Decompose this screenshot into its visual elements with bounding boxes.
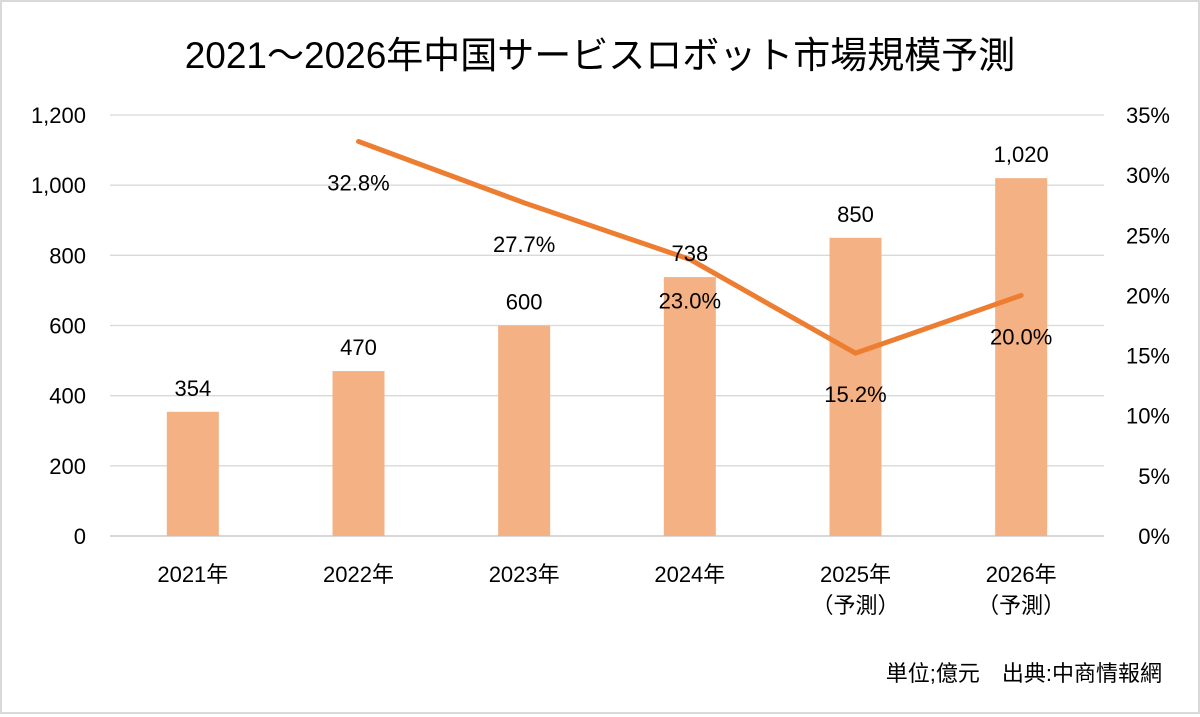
y-right-tick-label: 35% xyxy=(1126,103,1170,128)
x-tick-label: （予測） xyxy=(811,593,899,618)
chart-title: 2021～2026年中国サービスロボット市場規模予測 xyxy=(185,35,1016,76)
y-right-tick-label: 0% xyxy=(1138,524,1170,549)
line-data-label: 15.2% xyxy=(824,382,886,407)
bar-data-label: 600 xyxy=(506,290,543,315)
bar xyxy=(498,325,551,536)
growth-rate-line xyxy=(356,138,1024,356)
y-right-tick-label: 5% xyxy=(1138,464,1170,489)
bar-data-label: 470 xyxy=(340,335,377,360)
y-left-tick-label: 800 xyxy=(49,243,86,268)
x-tick-label: 2023年 xyxy=(489,562,560,587)
bar-data-label: 738 xyxy=(671,241,708,266)
x-tick-label: （予測） xyxy=(977,593,1065,618)
y-left-tick-label: 200 xyxy=(49,454,86,479)
line-data-label: 27.7% xyxy=(493,232,555,257)
bar xyxy=(663,277,716,536)
bar xyxy=(829,237,882,536)
bar xyxy=(332,371,385,536)
line-data-label: 20.0% xyxy=(990,324,1052,349)
x-tick-label: 2026年 xyxy=(986,562,1057,587)
bar-data-label: 850 xyxy=(837,202,874,227)
footnote: 単位;億元 出典:中商情報網 xyxy=(886,661,1162,686)
x-tick-label: 2021年 xyxy=(157,562,228,587)
x-tick-label: 2022年 xyxy=(323,562,394,587)
bar-data-label: 1,020 xyxy=(994,142,1049,167)
y-right-tick-label: 15% xyxy=(1126,344,1170,369)
y-left-tick-label: 0 xyxy=(74,524,86,549)
y-left-tick-label: 1,200 xyxy=(31,103,86,128)
y-left-tick-label: 1,000 xyxy=(31,173,86,198)
x-tick-label: 2025年 xyxy=(820,562,891,587)
x-tick-label: 2024年 xyxy=(654,562,725,587)
y-right-tick-label: 20% xyxy=(1126,283,1170,308)
bar xyxy=(166,411,219,536)
y-left-tick-label: 600 xyxy=(49,314,86,339)
y-right-tick-label: 25% xyxy=(1126,223,1170,248)
line-data-label: 32.8% xyxy=(327,170,389,195)
bar-data-label: 354 xyxy=(174,376,211,401)
y-right-tick-label: 30% xyxy=(1126,163,1170,188)
y-right-tick-label: 10% xyxy=(1126,404,1170,429)
bar xyxy=(995,178,1048,536)
y-left-tick-label: 400 xyxy=(49,384,86,409)
line-data-label: 23.0% xyxy=(659,288,721,313)
